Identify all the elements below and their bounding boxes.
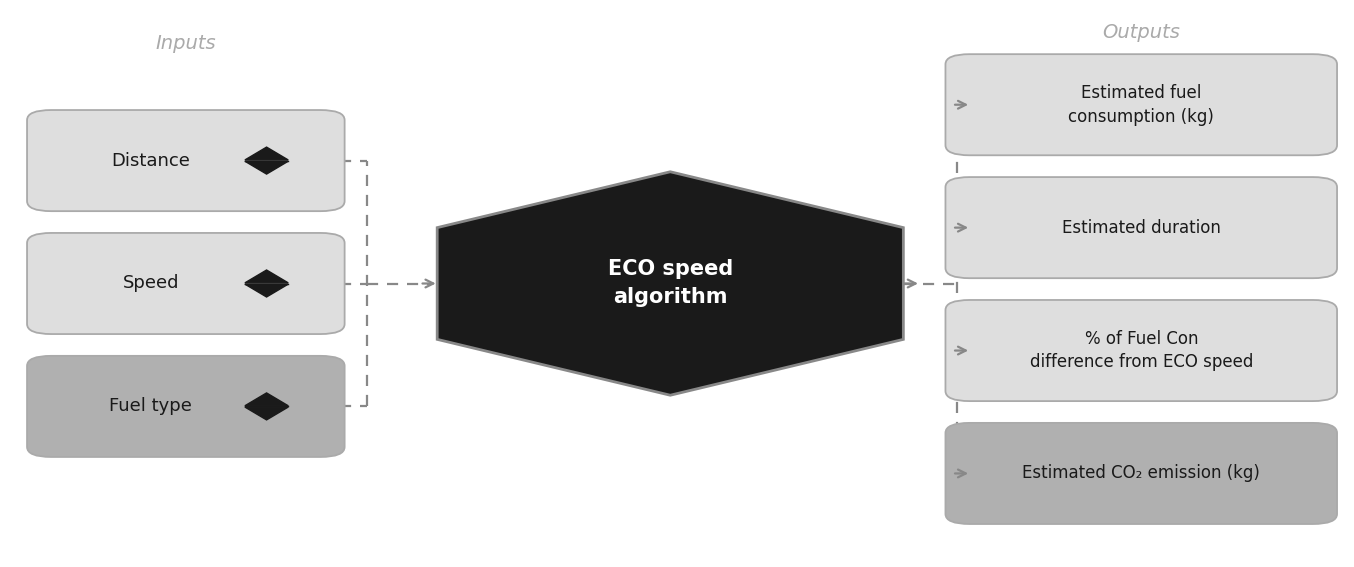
Polygon shape <box>245 407 288 420</box>
FancyBboxPatch shape <box>945 54 1336 155</box>
Polygon shape <box>245 270 288 283</box>
Polygon shape <box>245 147 288 160</box>
FancyBboxPatch shape <box>945 300 1336 401</box>
Text: Outputs: Outputs <box>1102 23 1181 41</box>
FancyBboxPatch shape <box>27 233 345 334</box>
Polygon shape <box>245 284 288 297</box>
Text: Estimated CO₂ emission (kg): Estimated CO₂ emission (kg) <box>1022 464 1261 483</box>
FancyBboxPatch shape <box>945 177 1336 278</box>
Polygon shape <box>437 172 903 395</box>
FancyBboxPatch shape <box>27 356 345 457</box>
Text: Estimated duration: Estimated duration <box>1062 219 1221 236</box>
Text: Estimated fuel
consumption (kg): Estimated fuel consumption (kg) <box>1068 84 1215 125</box>
Text: ECO speed
algorithm: ECO speed algorithm <box>608 260 733 307</box>
FancyBboxPatch shape <box>27 110 345 211</box>
Polygon shape <box>245 393 288 406</box>
Text: Fuel type: Fuel type <box>110 397 192 416</box>
Text: Speed: Speed <box>123 274 179 293</box>
FancyBboxPatch shape <box>945 423 1336 524</box>
Polygon shape <box>245 161 288 174</box>
Text: % of Fuel Con
difference from ECO speed: % of Fuel Con difference from ECO speed <box>1029 330 1252 371</box>
Text: Inputs: Inputs <box>156 34 217 53</box>
Text: Distance: Distance <box>111 151 191 170</box>
